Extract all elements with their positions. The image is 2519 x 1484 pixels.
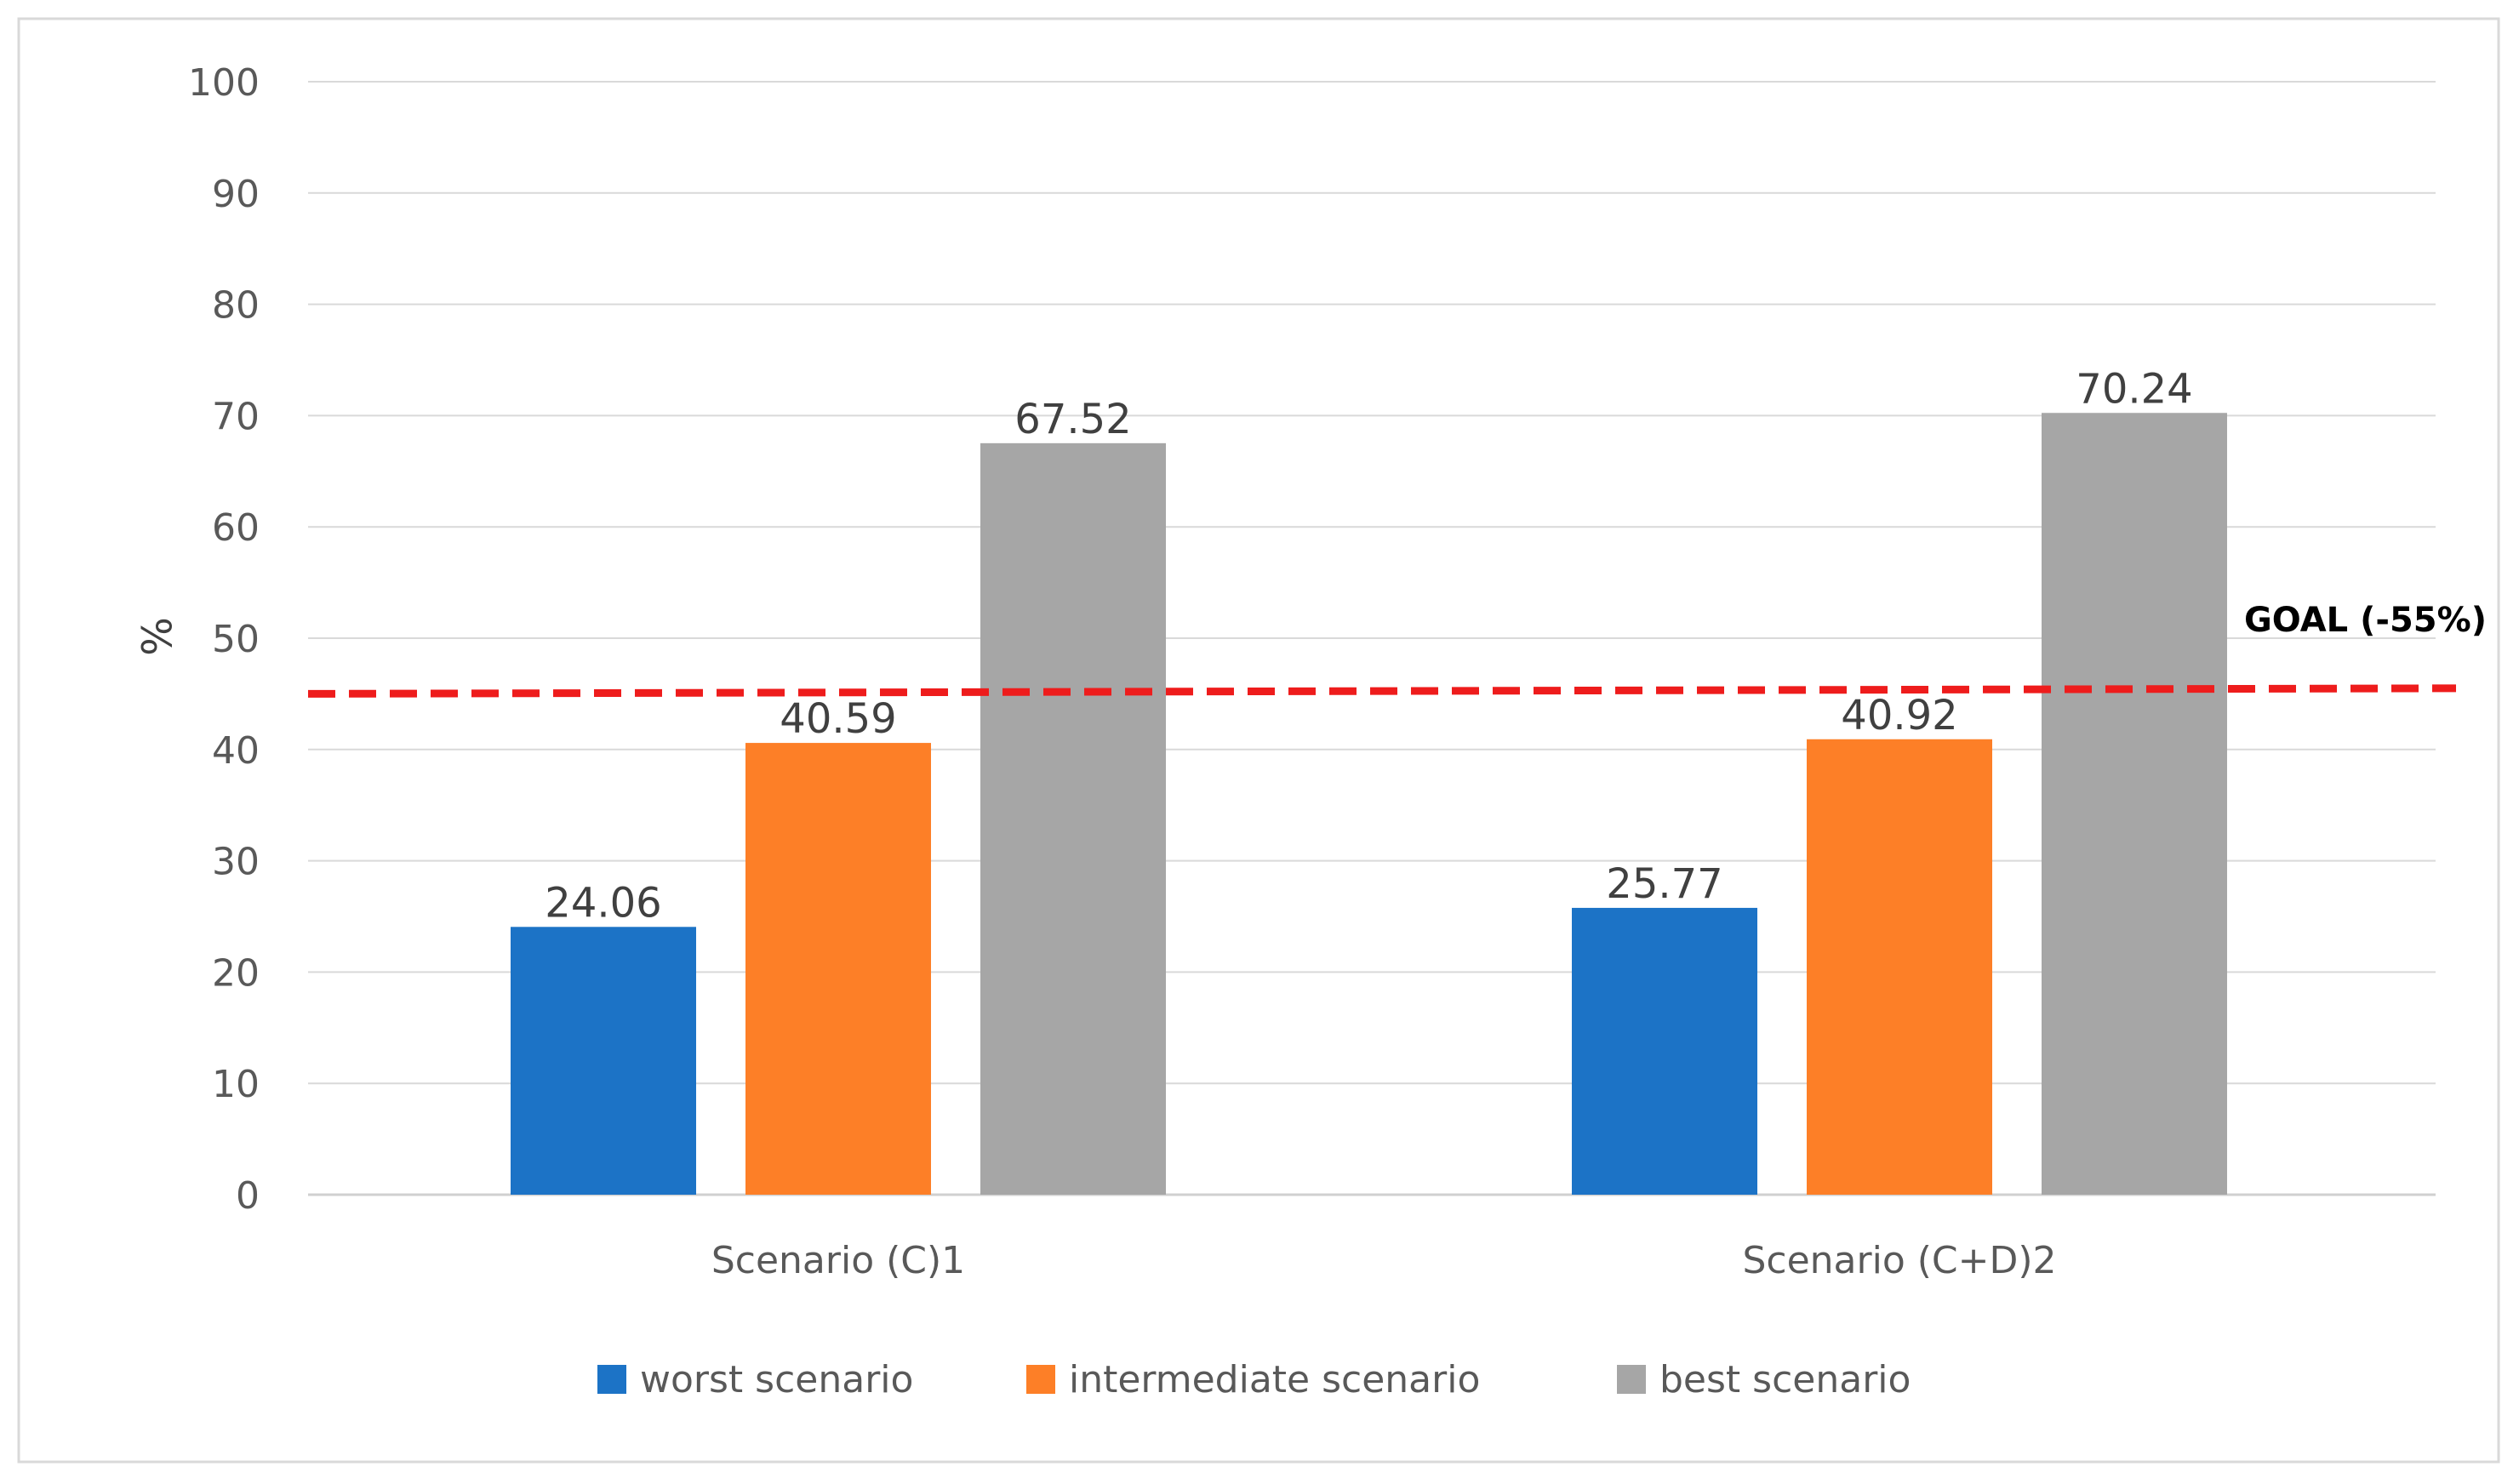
y-tick-label: 40 [212, 729, 260, 773]
bar [511, 927, 696, 1195]
goal-line [307, 684, 2457, 698]
bar-value-label: 40.59 [780, 695, 896, 743]
legend-swatch [1026, 1365, 1055, 1394]
bar [745, 743, 931, 1195]
y-tick-label: 0 [236, 1174, 260, 1218]
x-category-label: Scenario (C+D)2 [1742, 1239, 2056, 1282]
y-axis: 0 10 20 30 40 50 60 70 80 90 100% [131, 61, 260, 1218]
data-labels: 24.06 40.59 67.52 25.77 40.92 70.24 [545, 365, 2192, 927]
bar-value-label: 67.52 [1014, 396, 1131, 443]
legend-label: intermediate scenario [1069, 1358, 1480, 1401]
x-axis: Scenario (C)1 Scenario (C+D)2 [711, 1239, 2057, 1282]
legend-label: best scenario [1659, 1358, 1911, 1401]
y-tick-label: 80 [212, 284, 260, 328]
bar [2042, 413, 2227, 1195]
y-tick-label: 50 [212, 618, 260, 661]
x-category-label: Scenario (C)1 [711, 1239, 965, 1282]
y-tick-label: 100 [188, 61, 260, 105]
goal-label: GOAL (-55%) [2244, 601, 2487, 640]
legend-swatch [1617, 1365, 1646, 1394]
bars [511, 413, 2227, 1195]
y-tick-label: 70 [212, 395, 260, 438]
bar-value-label: 40.92 [1841, 692, 1957, 739]
y-tick-label: 10 [212, 1063, 260, 1106]
bar-value-label: 25.77 [1606, 860, 1722, 908]
y-tick-label: 20 [212, 951, 260, 995]
legend-label: worst scenario [640, 1358, 913, 1401]
bar [1807, 739, 1992, 1195]
y-tick-label: 60 [212, 506, 260, 550]
bar-value-label: 70.24 [2076, 365, 2192, 413]
legend: worst scenario intermediate scenario best … [597, 1358, 1911, 1401]
bar [980, 442, 1166, 1195]
y-tick-label: 30 [212, 841, 260, 884]
legend-swatch [597, 1365, 626, 1394]
goal-line-group: GOAL (-55%) [307, 601, 2487, 698]
bar [1572, 907, 1757, 1195]
y-tick-label: 90 [212, 173, 260, 216]
y-axis-title: % [131, 617, 179, 656]
bar-value-label: 24.06 [545, 879, 661, 927]
